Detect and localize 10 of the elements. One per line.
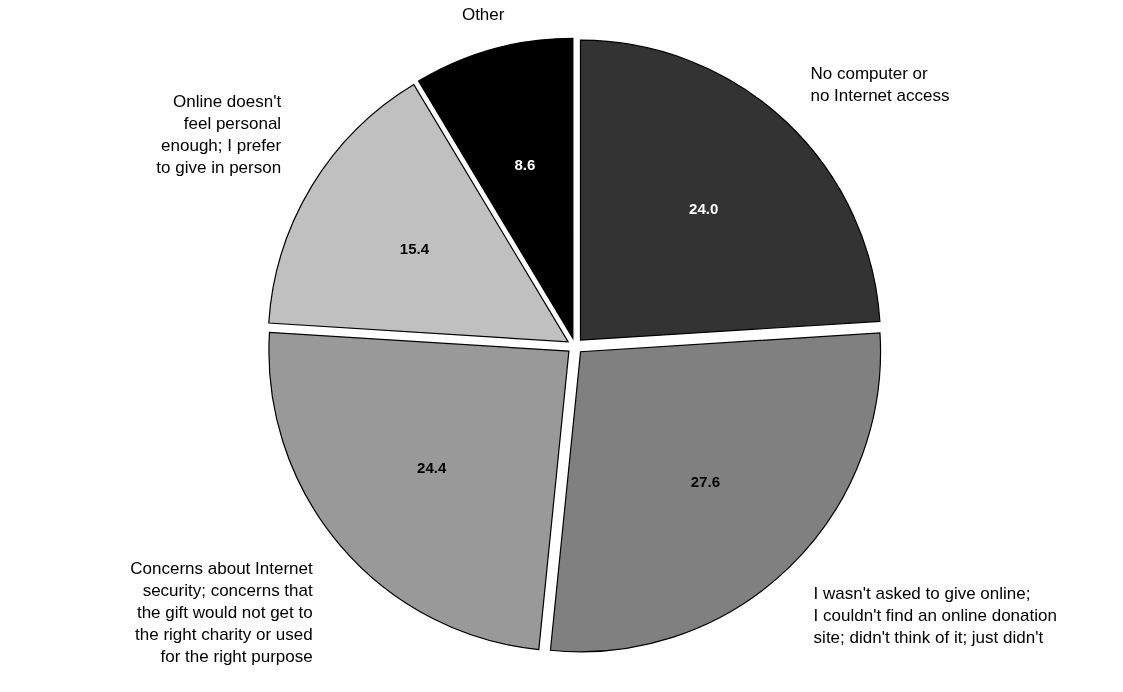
data-label: 24.0 (689, 200, 719, 218)
data-label: 27.6 (690, 472, 721, 490)
data-label: 15.4 (399, 239, 430, 257)
data-label: 8.6 (514, 156, 536, 174)
slice-label: I wasn't asked to give online; I couldn't find an online donation site; didn't think of it; just didn't (813, 584, 1057, 648)
data-label: 24.4 (417, 459, 447, 477)
slice-label: No computer or no Internet access (810, 63, 950, 105)
slice-label: Other (461, 4, 505, 24)
slice-label: Concerns about Internet security; concerns that the gift would not get to the right charity or used for the right purpose (130, 559, 313, 667)
slice-label: Online doesn't feel personal enough; I prefer to give in person (156, 91, 282, 177)
